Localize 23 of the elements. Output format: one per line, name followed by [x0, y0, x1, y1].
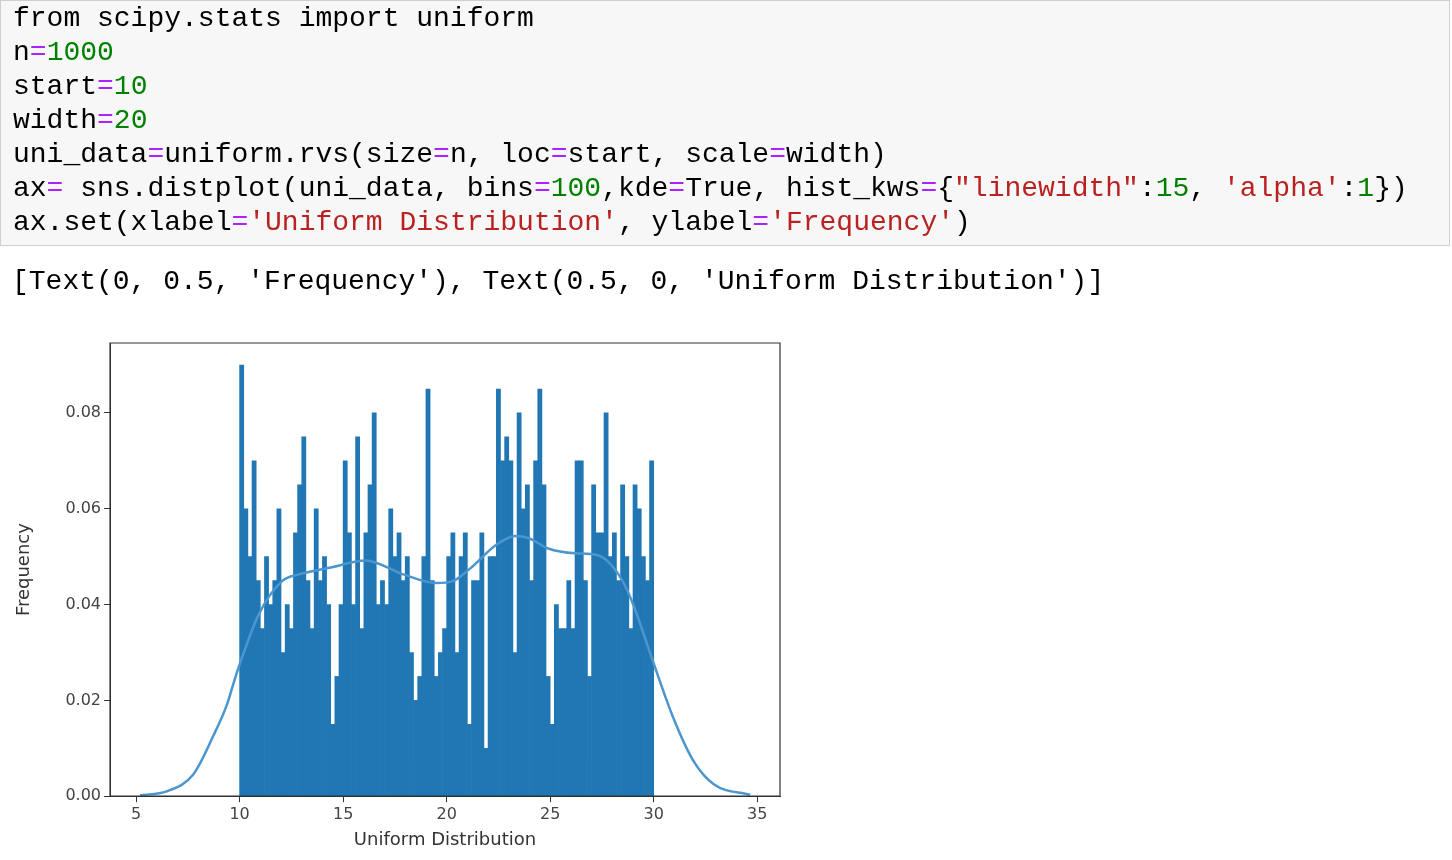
y-tick-label: 0.06 [65, 497, 101, 517]
text: ax= sns.distplot(uni_data, bins=100,kde=True, hist_kws={"linewidth":15, 'alpha':1}) [13, 173, 1408, 204]
x-tick-label: 20 [436, 803, 457, 823]
text: from scipy.stats import uniform [13, 3, 534, 34]
text: width=20 [13, 105, 148, 136]
text: ax.set(xlabel='Uniform Distribution', ylabel='Frequency') [13, 207, 971, 238]
line-series [138, 534, 752, 797]
x-tick-label: 15 [332, 803, 354, 823]
y-tick-label: 0.08 [65, 402, 101, 422]
y-tick-label: 0.00 [65, 785, 101, 805]
text: uni_data=uniform.rvs(size=n, loc=start, scale=width) [13, 139, 887, 170]
x-tick-label: 30 [643, 803, 664, 823]
text: start=10 [13, 71, 148, 102]
y-tick-label: 0.04 [65, 593, 101, 613]
text: [Text(0, 0.5, 'Frequency'), Text(0.5, 0, 'Uniform Distribution')] [11, 265, 1106, 299]
y-tick-label: 0.02 [65, 689, 101, 709]
y-axis-title: Frequency [12, 522, 34, 617]
x-tick-label: 35 [747, 803, 768, 823]
x-tick-label: 5 [130, 803, 142, 823]
text: n=1000 [13, 37, 114, 68]
x-tick-label: 25 [540, 803, 561, 823]
x-tick-label: 10 [229, 803, 250, 823]
x-axis-title: Uniform Distribution [353, 827, 537, 849]
